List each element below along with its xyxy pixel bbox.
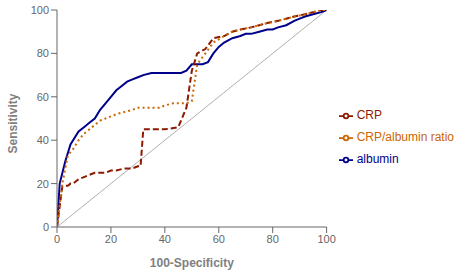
html-text:CRP: CRP [356,108,382,122]
svg-text:Sensitivity: Sensitivity [6,93,20,153]
svg-text:0: 0 [54,233,60,245]
svg-text:100: 100 [317,233,335,245]
svg-text:100: 100 [31,4,49,16]
html-text:albumin: albumin [356,152,399,166]
svg-text:80: 80 [37,47,49,59]
svg-text:60: 60 [37,91,49,103]
svg-text:40: 40 [159,233,171,245]
svg-text:0: 0 [43,221,49,233]
html-text:CRP/albumin ratio: CRP/albumin ratio [356,130,454,144]
svg-text:40: 40 [37,134,49,146]
svg-text:20: 20 [37,178,49,190]
svg-text:80: 80 [267,233,279,245]
svg-text:60: 60 [213,233,225,245]
svg-text:20: 20 [105,233,117,245]
svg-text:100-Specificity: 100-Specificity [150,256,234,270]
